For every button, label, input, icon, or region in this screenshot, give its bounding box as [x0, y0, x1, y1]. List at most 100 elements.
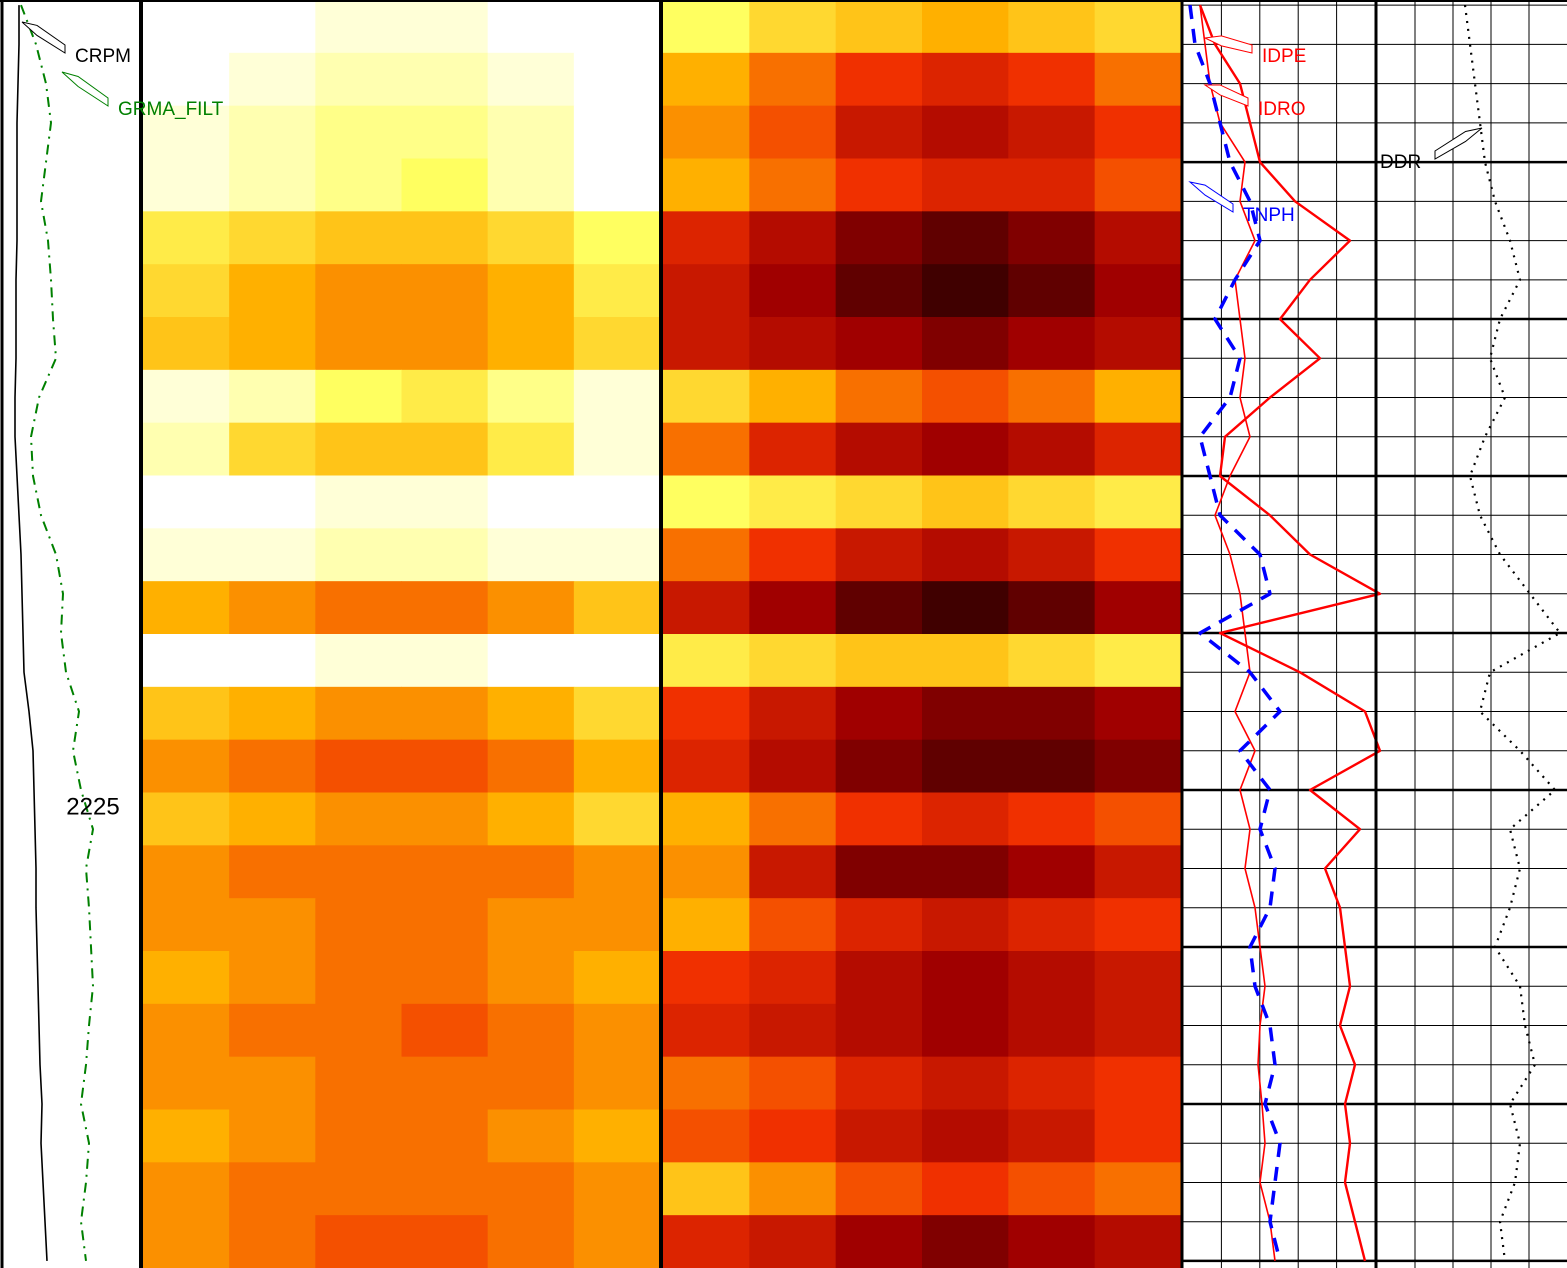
heatmap-cell	[922, 105, 1009, 159]
log-curve	[20, 4, 94, 1262]
heatmap-cell	[401, 951, 489, 1005]
heatmap-cell	[1094, 951, 1182, 1005]
heatmap-cell	[922, 739, 1009, 793]
heatmap-cell	[573, 898, 661, 952]
heatmap-cell	[922, 951, 1009, 1005]
heatmap-cell	[922, 528, 1009, 582]
heatmap-cell	[835, 898, 923, 952]
heatmap-cell	[487, 1109, 575, 1163]
heatmap-cell	[1094, 264, 1182, 318]
heatmap-cell	[573, 211, 661, 265]
heatmap-cell	[1094, 0, 1182, 54]
heatmap-cell	[1094, 1215, 1182, 1268]
heatmap-cell	[663, 317, 750, 371]
heatmap-cell	[229, 317, 316, 371]
heatmap-cell	[315, 317, 402, 371]
callout-arrow	[61, 71, 109, 107]
heatmap-cell	[487, 422, 575, 476]
heatmap-cell	[835, 317, 923, 371]
heatmap-cell	[229, 211, 316, 265]
heatmap-cell	[749, 1215, 837, 1268]
heatmap-cell	[401, 105, 489, 159]
heatmap-cell	[835, 52, 923, 107]
heatmap-cell	[922, 422, 1009, 476]
heatmap-cell	[401, 158, 489, 212]
heatmap-cell	[401, 792, 489, 846]
heatmap-cell	[487, 686, 575, 741]
heatmap-cell	[143, 105, 230, 159]
heatmap-cell	[1094, 898, 1182, 952]
heatmap-cell	[835, 1215, 923, 1268]
heatmap-cell	[1094, 211, 1182, 265]
heatmap-cell	[749, 634, 837, 688]
heatmap-cell	[922, 581, 1009, 635]
heatmap-cell	[749, 1162, 837, 1216]
heatmap-cell	[229, 369, 316, 424]
heatmap-cell	[749, 686, 837, 741]
heatmap-cell	[487, 845, 575, 899]
heatmap-cell	[401, 0, 489, 54]
callout-arrow	[1203, 84, 1249, 107]
heatmap-cell	[401, 1109, 489, 1163]
heatmap-cell	[143, 0, 230, 54]
callout-arrow	[1434, 127, 1483, 160]
heatmap-cell	[573, 634, 661, 688]
heatmap-cell	[663, 1003, 750, 1058]
heatmap-cell	[922, 686, 1009, 741]
heatmap-cell	[1008, 422, 1096, 476]
heatmap-cell	[663, 792, 750, 846]
heatmap-cell	[143, 1109, 230, 1163]
heatmap-cell	[143, 739, 230, 793]
heatmap-cell	[922, 634, 1009, 688]
heatmap-cell	[401, 211, 489, 265]
heatmap-cell	[229, 845, 316, 899]
heatmap-cell	[1094, 422, 1182, 476]
heatmap-cell	[229, 1056, 316, 1110]
heatmap-cell	[401, 898, 489, 952]
heatmap-cell	[1094, 845, 1182, 899]
heatmap-cell	[749, 1003, 837, 1058]
heatmap-cell	[315, 0, 402, 54]
heatmap-cell	[1094, 52, 1182, 107]
heatmap-cell	[835, 369, 923, 424]
heatmap-cell	[1008, 739, 1096, 793]
heatmap-cell	[663, 951, 750, 1005]
heatmap-cell	[315, 211, 402, 265]
heatmap-cell	[1008, 1003, 1096, 1058]
heatmap-cell	[229, 634, 316, 688]
heatmap-cell	[835, 1109, 923, 1163]
heatmap-cell	[401, 528, 489, 582]
heatmap-cell	[663, 686, 750, 741]
heatmap-cell	[922, 52, 1009, 107]
heatmap-cell	[1008, 686, 1096, 741]
heatmap-cell	[835, 211, 923, 265]
heatmap-cell	[1008, 528, 1096, 582]
heatmap-cell	[1008, 317, 1096, 371]
heatmap-cell	[663, 52, 750, 107]
heatmap-cell	[749, 528, 837, 582]
heatmap-cell	[1008, 898, 1096, 952]
heatmap-cell	[143, 52, 230, 107]
callout-arrow	[1203, 35, 1253, 54]
heatmap-cell	[835, 422, 923, 476]
heatmap-cell	[573, 739, 661, 793]
heatmap-cell	[1008, 264, 1096, 318]
heatmap-cell	[835, 0, 923, 54]
heatmap-cell	[401, 317, 489, 371]
heatmap-cell	[487, 951, 575, 1005]
curve-label: IDPE	[1262, 46, 1306, 67]
heatmap-cell	[229, 792, 316, 846]
heatmap-cell	[835, 686, 923, 741]
heatmap-cell	[143, 211, 230, 265]
heatmap-cell	[487, 0, 575, 54]
curve-label: TNPH	[1243, 205, 1295, 226]
heatmap-cell	[1094, 792, 1182, 846]
heatmap-cell	[1008, 845, 1096, 899]
heatmap-cell	[749, 211, 837, 265]
heatmap-cell	[573, 52, 661, 107]
heatmap-cell	[1008, 634, 1096, 688]
heatmap-cell	[749, 581, 837, 635]
heatmap-cell	[487, 158, 575, 212]
curve-label: GRMA_FILT	[118, 99, 224, 120]
